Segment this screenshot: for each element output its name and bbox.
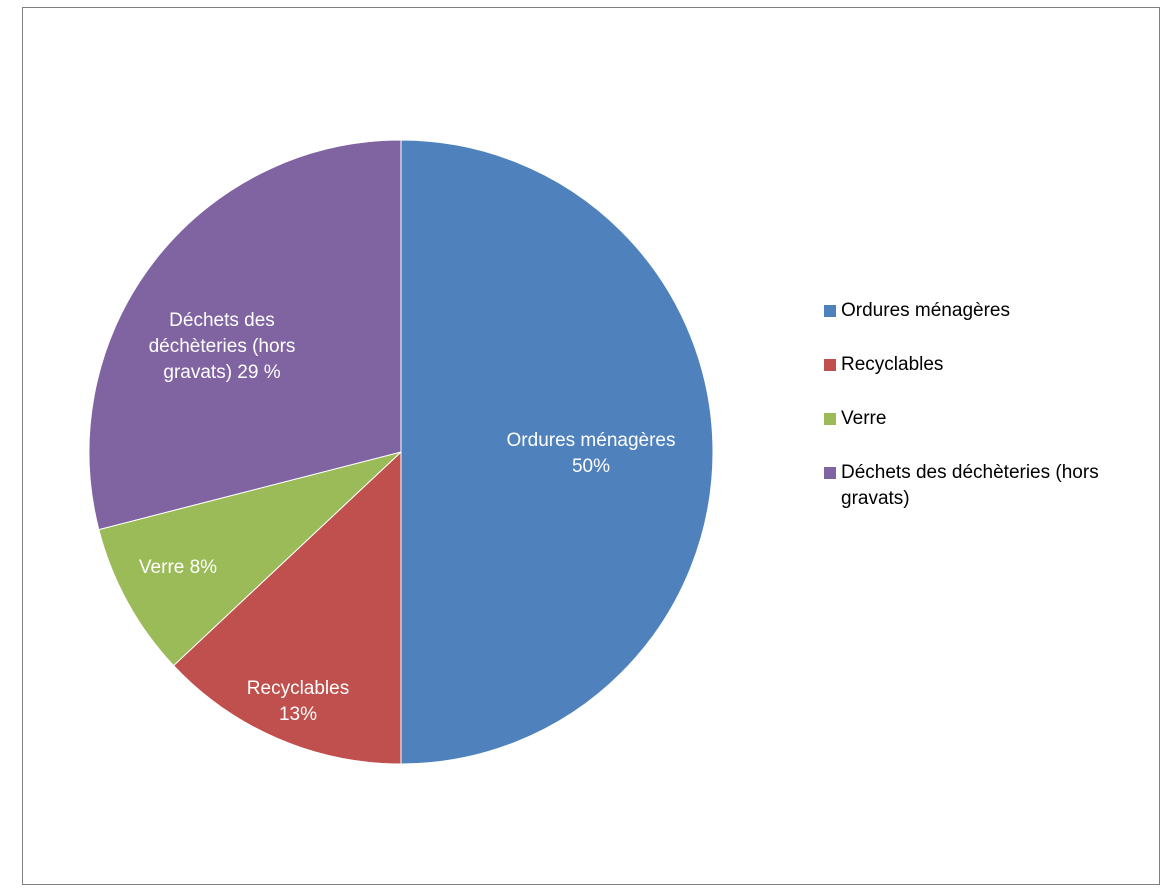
slice-decheteries	[88, 139, 402, 531]
pie-slices	[88, 139, 714, 765]
slice-label-verre-text: Verre 8%	[138, 557, 218, 578]
pie-chart	[88, 139, 714, 765]
legend-swatch-verre	[824, 413, 836, 425]
slice-label-decheteries-line1: Déchets des	[169, 310, 275, 331]
slice-label-recyclables-value: 13%	[278, 704, 318, 725]
legend-label-ordures-menageres: Ordures ménagères	[841, 300, 1010, 321]
chart-area: Ordures ménagères 50% Recyclables 13% Ve…	[22, 7, 1160, 885]
legend-item-recyclables: Recyclables	[821, 352, 1161, 378]
legend-label-decheteries-line2: gravats)	[841, 488, 910, 509]
slice-recyclables	[172, 450, 402, 765]
legend-item-ordures-menageres: Ordures ménagères	[821, 298, 1161, 324]
slice-label-ordures-menageres-value: 50%	[571, 456, 611, 477]
legend-item-decheteries: Déchets des déchèteries (hors gravats)	[821, 460, 1161, 512]
legend-label-verre: Verre	[841, 408, 887, 429]
legend-swatch-recyclables	[824, 359, 836, 371]
slice-label-recyclables-name: Recyclables	[246, 678, 350, 699]
slice-label-decheteries-line2: déchèteries (hors	[148, 336, 296, 357]
slice-ordures-menageres	[400, 139, 714, 765]
legend-swatch-ordures-menageres	[824, 305, 836, 317]
slice-label-ordures-menageres: Ordures ménagères 50%	[507, 428, 676, 480]
legend-item-verre: Verre	[821, 406, 1161, 432]
legend-swatch-decheteries	[824, 467, 836, 479]
legend: Ordures ménagères Recyclables Verre Déch…	[821, 298, 1161, 540]
slice-label-decheteries-line3: gravats) 29 %	[163, 362, 281, 383]
legend-label-recyclables: Recyclables	[841, 354, 944, 375]
slice-label-ordures-menageres-name: Ordures ménagères	[506, 430, 676, 451]
slice-verre	[98, 451, 402, 667]
legend-label-decheteries-line1: Déchets des déchèteries (hors	[841, 462, 1099, 483]
slice-label-verre: Verre 8%	[139, 555, 217, 581]
slice-label-decheteries: Déchets des déchèteries (hors gravats) 2…	[149, 308, 296, 386]
slice-label-recyclables: Recyclables 13%	[247, 676, 349, 728]
